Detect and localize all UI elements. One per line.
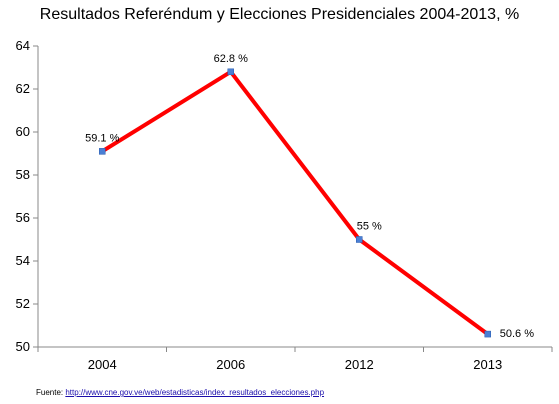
data-markers bbox=[99, 68, 491, 338]
y-tick-label: 50 bbox=[16, 339, 30, 354]
data-point-marker bbox=[227, 68, 234, 76]
y-tick-label: 64 bbox=[16, 38, 30, 53]
data-label: 59.1 % bbox=[85, 132, 119, 144]
data-point-marker bbox=[99, 148, 106, 155]
data-label: 62.8 % bbox=[214, 53, 248, 65]
y-tick-label: 54 bbox=[16, 253, 30, 268]
x-tick-label: 2012 bbox=[345, 357, 374, 372]
y-tick-label: 52 bbox=[16, 296, 30, 311]
data-point-marker bbox=[356, 236, 363, 243]
x-tick-label: 2006 bbox=[216, 357, 245, 372]
data-label: 55 % bbox=[357, 221, 382, 233]
data-label: 50.6 % bbox=[500, 328, 534, 340]
y-tick-label: 56 bbox=[16, 210, 30, 225]
chart-title: Resultados Referéndum y Elecciones Presi… bbox=[39, 6, 520, 23]
source-link[interactable]: http://www.cne.gov.ve/web/estadisticas/i… bbox=[65, 388, 325, 397]
series-line bbox=[101, 69, 489, 336]
axes: 50 52 54 56 58 60 62 64 2004 2006 2012 2013 bbox=[16, 38, 553, 372]
y-tick-label: 58 bbox=[16, 167, 30, 182]
y-tick-label: 62 bbox=[16, 81, 30, 96]
series-polyline bbox=[101, 69, 489, 336]
y-tick-label: 60 bbox=[16, 124, 30, 139]
source-prefix: Fuente: bbox=[36, 388, 66, 397]
data-point-marker bbox=[484, 330, 491, 338]
x-tick-label: 2004 bbox=[88, 357, 117, 372]
data-labels: 59.1 % 62.8 % 55 % 50.6 % bbox=[85, 53, 534, 340]
source-note: Fuente: http://www.cne.gov.ve/web/estadi… bbox=[36, 388, 324, 397]
x-tick-label: 2013 bbox=[473, 357, 502, 372]
